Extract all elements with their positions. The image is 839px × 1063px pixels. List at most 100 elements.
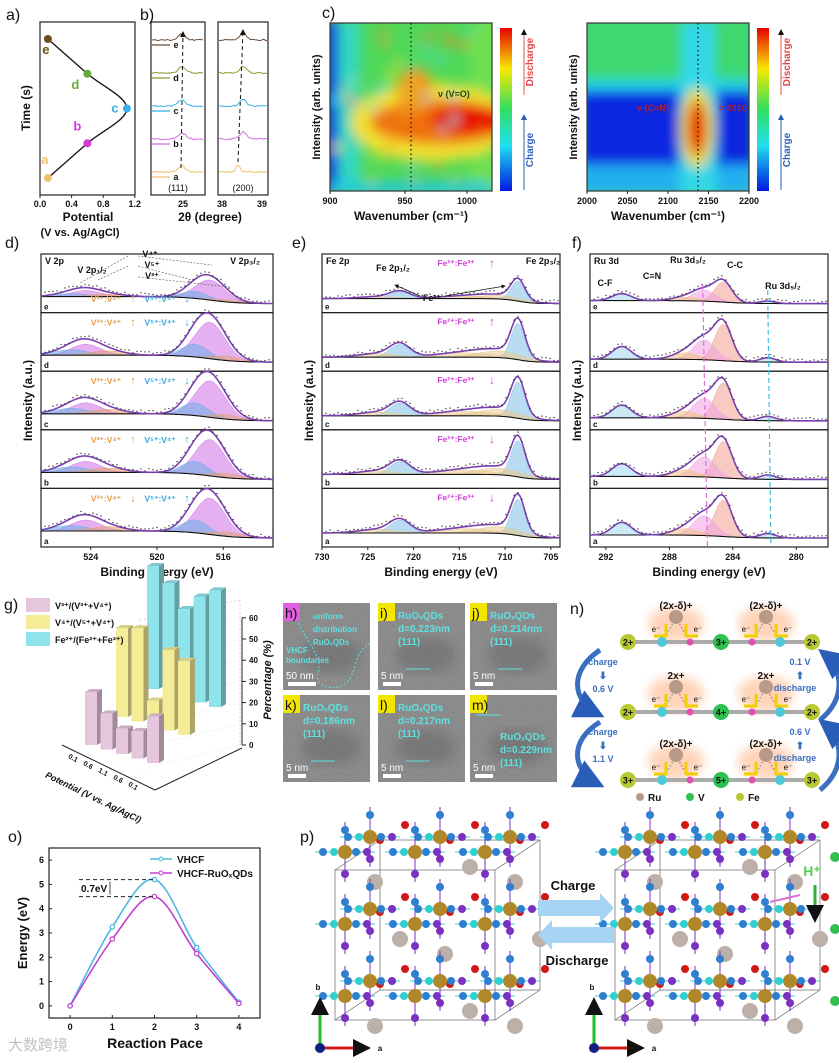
axis-label-a: a [652,1044,657,1053]
fe-atom [804,704,820,720]
colorbar-label-discharge: Discharge [782,37,793,86]
tem-annotation: d=0.217nm [398,716,450,727]
o-atom [821,821,829,829]
x-tick-label: 0.0 [34,199,47,209]
colorbar-label-discharge: Discharge [525,37,536,86]
ratio-arrow: ↑ [130,434,136,446]
x-tick-label: 288 [662,552,677,562]
n-atom [657,775,667,785]
fe-atom [688,845,702,859]
core-level-label: V 2p [45,256,65,266]
ru-valence-label: (2x-δ)+ [659,601,692,612]
panel-tag-label: l) [380,697,388,713]
x-tick-label: 39 [257,199,267,209]
row-label: b [593,478,598,487]
y-tick-label: 6 [39,855,44,865]
ru-valence-label: (2x-δ)+ [749,739,782,750]
legend-label: VHCF [177,855,204,866]
fit-envelope [589,435,828,481]
bar [85,689,102,745]
z-tick-label: 0 [249,741,254,750]
x-tick-label: 0 [68,1022,73,1032]
spectrum-row-b: b [321,429,561,489]
panel-a-chart: 0.0 0.4 0.8 1.2 Potential (V vs. Ag/AgCl) Time… [19,21,141,239]
x-tick-label: 0.4 [65,199,78,209]
v-atom [830,924,839,934]
trace-label: d [173,73,179,83]
fe-atom [433,974,447,988]
o-atom [541,821,549,829]
x-tick-label: 3 [194,1022,199,1032]
redox-chain: (2x-δ)+ e⁻ e⁻ (2x-δ)+ e⁻ e⁻ 2+ 3+ 2+ [620,601,820,650]
state-point-c [122,104,131,113]
electron-label: e⁻ [742,695,751,704]
n-atom [775,637,785,647]
fe-atom [643,974,657,988]
panel-c-right-heatmap: 2000 2050 2100 2150 2200 Wavenumber (cm⁻¹) Int… [568,22,793,223]
ru-atom [669,680,683,694]
xrd-subplot-frame [150,21,206,196]
panel-p-crystal-structures: Charge Discharge H⁺ b a b a [311,807,839,1057]
ru-atom [462,1003,478,1019]
ratio-arrow: ↓ [489,432,495,446]
plot-frame [39,21,136,196]
legend-label: Ru [648,793,661,804]
n-atom [775,707,785,717]
ratio-label-v3-v4: V³⁺:V⁴⁺ [91,435,122,445]
panel-label-c: c) [322,5,335,22]
electron-transfer-arrow [684,624,698,638]
electron-label: e⁻ [652,625,661,634]
ru-valence-label: (2x-δ)+ [659,739,692,750]
fe-atom [758,845,772,859]
species-label: Fe²⁺ [423,293,442,303]
fit-component [41,439,273,480]
legend-swatch [26,632,50,646]
scale-bar-label: 50 nm [286,671,314,682]
fe-atom [804,772,820,788]
spectrum-row-d: d [40,309,274,372]
axis-label-a: a [378,1044,383,1053]
panel-tag [378,603,395,621]
ru-atom [647,1018,663,1034]
electron-transfer-arrow [654,694,668,708]
scale-bar [383,774,401,778]
y-axis-label: Intensity (a.u.) [570,360,584,441]
y-tick-label: 0 [39,1001,44,1011]
electron-label: e⁻ [742,763,751,772]
o-atom [751,965,759,973]
fe-atom [338,845,352,859]
panel-tag-label: m) [472,697,488,713]
leader-line [137,276,231,288]
fe-atom [688,917,702,931]
x-tick-label: 720 [406,552,421,562]
ratio-arrow: ↑ [184,434,190,446]
fit-envelope [321,492,560,539]
ratio-arrow: ↑ [489,256,495,270]
fe-atom [783,830,797,844]
state-label: c [111,101,118,116]
x-tick-label: 292 [598,552,613,562]
legend-label: Fe [748,793,760,804]
y-axis-label: Intensity (arb. units) [311,54,323,159]
tem-annotation: d=0.214nm [490,624,542,635]
ru-atom [672,931,688,947]
background-line [322,298,560,305]
legend-label: VHCF-RuOₓQDs [177,869,253,880]
ratio-arrow: ↓ [130,492,136,504]
core-level-label: Ru 3d [594,256,619,266]
fe-atom [503,902,517,916]
ru-valence-label: (2x-δ)+ [749,601,782,612]
fe-atom [618,989,632,1003]
y-tick-label: 2 [39,952,44,962]
ru-atom [367,1018,383,1034]
spectrum-row-d: d [321,312,561,372]
row-label: c [44,420,49,429]
panel-e-xps: e d c b a 730 725 720 715 710 705 Binding energy (e… [302,253,561,579]
y-tick-label: 4 [39,904,44,914]
bar [193,593,211,703]
spectrum-row-d: d [589,312,829,372]
category-tick-label: 0.1 [127,781,139,792]
peak-label: C-C [727,260,743,270]
